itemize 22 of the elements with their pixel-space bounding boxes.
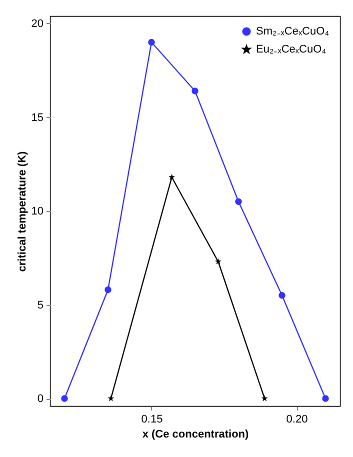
legend-label: Eu₂₋ₓCeₓCuO₄ (256, 44, 327, 56)
y-axis-title: critical temperature (K) (16, 150, 28, 272)
y-tick-label: 0 (37, 393, 44, 405)
point (148, 38, 155, 46)
point (61, 395, 68, 402)
point (168, 174, 175, 180)
legend-label: Sm₂₋ₓCeₓCuO₄ (256, 26, 330, 38)
y-tick-label: 10 (31, 206, 44, 218)
point (261, 395, 268, 402)
y-tick-label: 15 (31, 112, 44, 124)
y-tick-label: 20 (31, 18, 44, 30)
x-tick-label: 0.20 (286, 414, 308, 426)
point (215, 258, 222, 264)
point (278, 292, 286, 299)
point (108, 395, 114, 402)
point (235, 198, 242, 205)
y-tick-label: 5 (37, 299, 44, 312)
point (104, 286, 112, 294)
point (192, 88, 198, 94)
x-tick-label: 0.15 (141, 414, 163, 426)
point (322, 395, 329, 402)
x-axis-title: x (Ce concentration) (142, 428, 250, 440)
